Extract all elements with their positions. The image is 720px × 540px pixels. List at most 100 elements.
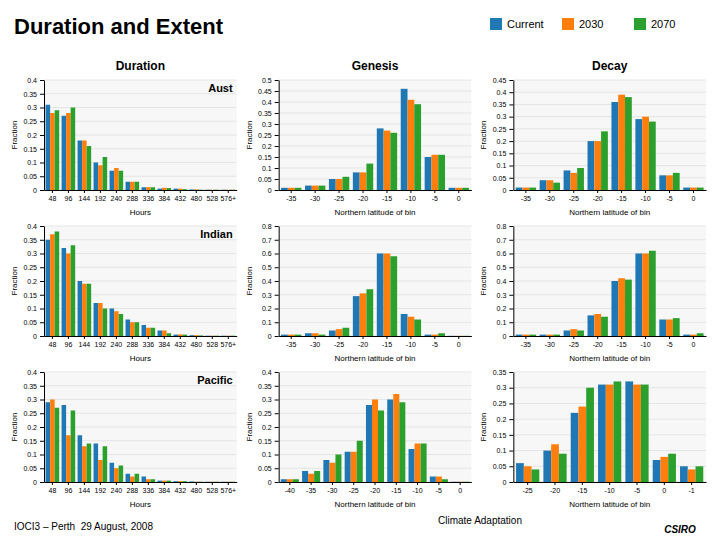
x-tick-mark <box>228 482 229 485</box>
panel: -25-20-15-10-50-100.050.10.150.20.250.30… <box>479 369 706 509</box>
bar <box>635 119 642 190</box>
x-tick-mark <box>438 482 439 485</box>
x-tick-label: 96 <box>64 195 72 202</box>
x-tick-label: 384 <box>158 341 170 348</box>
x-tick: 576+ <box>220 482 236 494</box>
y-tick-mark <box>275 254 279 255</box>
x-tick-mark <box>180 190 181 193</box>
x-tick-mark <box>84 190 85 193</box>
x-tick: -10 <box>406 190 416 202</box>
bar <box>697 333 704 336</box>
x-tick-label: 336 <box>142 341 154 348</box>
bar <box>415 444 421 483</box>
y-tick: 0.35 <box>258 110 279 117</box>
y-tick-mark <box>275 400 279 401</box>
y-tick-mark <box>509 419 513 420</box>
y-tick: 0.4 <box>262 99 279 106</box>
bar <box>287 479 293 482</box>
y-tick: 0.7 <box>497 236 514 243</box>
x-tick-label: 576+ <box>220 195 236 202</box>
y-tick: 0.3 <box>497 291 514 298</box>
series <box>516 254 690 337</box>
y-tick-label: 0.15 <box>258 154 272 161</box>
y-tick: 0.5 <box>262 77 279 84</box>
bar <box>516 463 524 482</box>
y-tick: 0.35 <box>23 382 44 389</box>
panel: -35-30-25-20-15-10-5000.10.20.30.40.50.6… <box>479 223 706 363</box>
y-axis-title: Fraction <box>245 413 254 442</box>
series <box>524 385 696 482</box>
bar <box>659 320 666 337</box>
x-tick-label: 48 <box>48 195 56 202</box>
y-tick: 0.2 <box>27 424 44 431</box>
y-tick: 0.3 <box>27 104 44 111</box>
bar <box>87 284 92 336</box>
bar <box>377 254 384 337</box>
bar <box>409 449 415 482</box>
y-tick: 0.7 <box>262 236 279 243</box>
bar <box>516 335 523 336</box>
x-tick: 288 <box>126 190 138 202</box>
bar <box>158 331 163 337</box>
bar <box>329 179 336 190</box>
x-tick-mark <box>311 482 312 485</box>
x-tick-mark <box>132 190 133 193</box>
x-tick: -30 <box>545 190 555 202</box>
x-tick: 288 <box>126 482 138 494</box>
bar <box>314 471 320 482</box>
legend-item: 2070 <box>634 18 675 30</box>
x-tick: 48 <box>48 190 56 202</box>
bar <box>174 335 179 336</box>
bar <box>399 402 405 482</box>
x-tick-label: -20 <box>370 487 380 494</box>
bar <box>614 381 622 482</box>
bar <box>342 328 349 336</box>
x-tick-label: -20 <box>358 195 368 202</box>
y-tick-mark <box>275 427 279 428</box>
x-axis-title: Northern latitude of bin <box>335 354 416 363</box>
y-tick-label: 0.5 <box>262 264 272 271</box>
y-tick: 0.25 <box>493 400 514 407</box>
x-tick: 528 <box>206 482 218 494</box>
y-tick: 0.35 <box>493 101 514 108</box>
legend-swatch <box>634 18 646 30</box>
y-tick-mark <box>275 336 279 337</box>
y-tick: 0.2 <box>497 416 514 423</box>
y-axis-title: Fraction <box>10 413 19 442</box>
y-tick-mark <box>275 102 279 103</box>
x-tick: 384 <box>158 482 170 494</box>
bar <box>119 314 124 336</box>
y-tick-mark <box>275 240 279 241</box>
grid-line <box>513 153 706 154</box>
x-tick: 432 <box>174 190 186 202</box>
x-axis-line <box>279 336 472 337</box>
bar <box>414 104 421 190</box>
bar <box>570 173 577 190</box>
grid <box>279 226 472 336</box>
y-tick-label: 0.6 <box>497 250 507 257</box>
legend: Current20302070 <box>490 18 675 30</box>
bar <box>210 481 215 482</box>
plot-background <box>513 80 706 190</box>
series <box>288 100 462 190</box>
series <box>55 232 235 337</box>
x-tick-mark <box>573 336 574 339</box>
bar <box>598 385 606 482</box>
x-tick-mark <box>417 482 418 485</box>
x-tick-label: -5 <box>666 341 672 348</box>
y-tick-label: 0.25 <box>493 400 507 407</box>
x-tick-label: -10 <box>641 195 651 202</box>
bar <box>336 179 343 190</box>
bar <box>312 333 319 336</box>
bar <box>408 317 415 336</box>
bar <box>564 170 571 190</box>
x-tick: -1 <box>689 482 695 494</box>
y-tick-mark <box>40 400 44 401</box>
bar <box>438 155 445 190</box>
bar <box>78 281 83 336</box>
y-tick-label: 0.45 <box>493 77 507 84</box>
bar <box>635 254 642 337</box>
x-tick-mark <box>410 190 411 193</box>
bar <box>523 188 530 190</box>
bar <box>430 477 436 483</box>
